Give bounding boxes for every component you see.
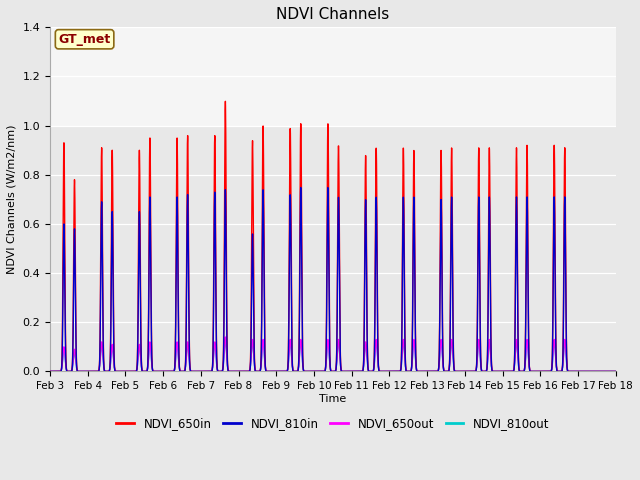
Legend: NDVI_650in, NDVI_810in, NDVI_650out, NDVI_810out: NDVI_650in, NDVI_810in, NDVI_650out, NDV… — [111, 412, 554, 434]
Bar — [50, 27, 616, 126]
Bar — [50, 126, 616, 372]
Title: NDVI Channels: NDVI Channels — [276, 7, 390, 22]
Y-axis label: NDVI Channels (W/m2/nm): NDVI Channels (W/m2/nm) — [7, 125, 17, 274]
X-axis label: Time: Time — [319, 394, 346, 404]
Text: GT_met: GT_met — [58, 33, 111, 46]
